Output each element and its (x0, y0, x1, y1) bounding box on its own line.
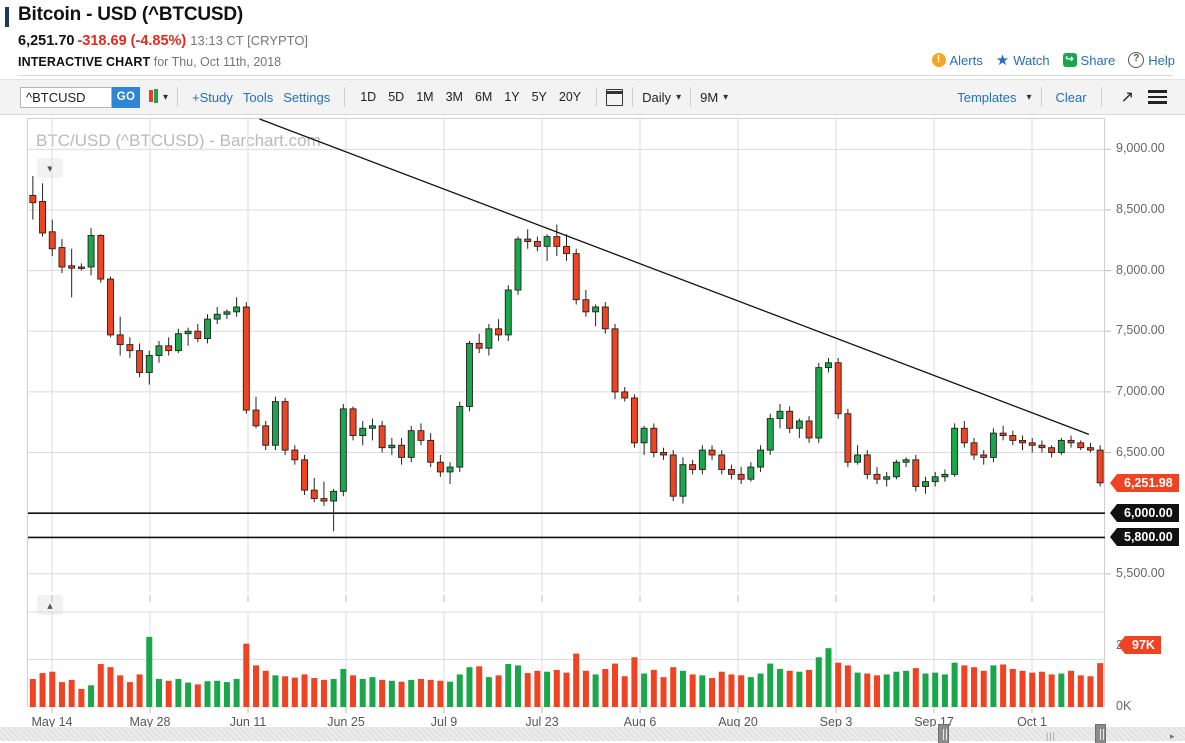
support-line-tag: 5,800.00 (1110, 528, 1179, 547)
chart-type-chevron-down-icon[interactable]: ▾ (163, 91, 169, 103)
last-price: 6,251.70 (18, 33, 75, 49)
help-button[interactable]: ? Help (1128, 52, 1175, 68)
date-axis-tick: May 14 (31, 715, 73, 729)
toolbar-divider (177, 87, 179, 107)
period-selector[interactable]: 9M (700, 89, 719, 105)
interactive-chart-label: INTERACTIVE CHART for Thu, Oct 11th, 201… (18, 55, 281, 69)
watch-label: Watch (1013, 52, 1050, 68)
expand-arrow-icon[interactable]: ↗ (1120, 89, 1134, 106)
templates-button[interactable]: Templates (957, 89, 1017, 105)
interactive-chart-text: INTERACTIVE CHART (18, 55, 151, 69)
date-axis-tick: Jun 11 (229, 715, 267, 729)
price-change: -318.69 (-4.85%) (77, 33, 187, 49)
hamburger-menu-icon[interactable] (1144, 90, 1171, 104)
alerts-button[interactable]: ! Alerts (931, 52, 983, 68)
price-axis-tick: 8,500.00 (1116, 201, 1165, 216)
scrollbar-grip[interactable]: ||| (1046, 731, 1057, 741)
toolbar-divider (1100, 87, 1102, 107)
date-axis-tick: Sep 3 (819, 715, 853, 729)
share-icon: ↪ (1062, 53, 1077, 67)
price-axis-tick: 5,500.00 (1116, 565, 1165, 580)
price-axis-tick: 8,000.00 (1116, 262, 1165, 277)
scroll-handle-right[interactable] (1095, 724, 1106, 743)
date-axis-tick: Jul 23 (525, 715, 559, 729)
scrollbar-right-arrow-icon[interactable]: ▸ (1170, 731, 1175, 741)
quote-summary: 6,251.70 -318.69 (-4.85%) 13:13 CT [CRYPTO… (18, 33, 308, 49)
price-pane-collapse-button[interactable]: ▾ (37, 158, 63, 178)
interval-selector[interactable]: Daily (642, 89, 672, 105)
symbol-input[interactable] (20, 86, 112, 108)
range-5y[interactable]: 5Y (531, 90, 547, 104)
header-actions: ! Alerts ★ Watch ↪ Share ? Help (931, 52, 1175, 68)
period-chevron-down-icon[interactable]: ▾ (723, 91, 729, 103)
candlestick-icon[interactable] (149, 88, 158, 105)
header-accent-bar (5, 7, 9, 27)
range-1d[interactable]: 1D (360, 90, 377, 104)
alert-bell-icon: ! (931, 53, 946, 67)
volume-pane-expand-button[interactable]: ▴ (37, 595, 63, 615)
share-button[interactable]: ↪ Share (1062, 52, 1116, 68)
date-axis-tick: Oct 1 (1017, 715, 1047, 729)
range-6m[interactable]: 6M (474, 90, 493, 104)
add-study-button[interactable]: +Study (192, 89, 233, 105)
star-icon: ★ (995, 51, 1010, 69)
templates-chevron-down-icon[interactable]: ▾ (1026, 91, 1032, 103)
interval-chevron-down-icon[interactable]: ▾ (676, 91, 682, 103)
watch-button[interactable]: ★ Watch (996, 53, 1050, 68)
date-axis-tick: Aug 20 (718, 715, 758, 729)
date-axis-tick: May 28 (129, 715, 171, 729)
scroll-handle-left[interactable] (938, 724, 949, 743)
plot-frame (27, 118, 1105, 707)
last-price-tag: 6,251.98 (1110, 473, 1179, 492)
range-3m[interactable]: 3M (445, 90, 463, 104)
help-question-icon: ? (1128, 52, 1145, 68)
price-axis-tick: 9,000.00 (1116, 141, 1165, 156)
volume-last-tag: 97K (1118, 636, 1161, 655)
date-axis-tick: Jul 9 (430, 715, 458, 729)
chart-canvas[interactable] (0, 114, 1185, 743)
toolbar-divider (344, 87, 346, 107)
price-axis-tick: 7,000.00 (1116, 383, 1165, 398)
chart-area[interactable]: BTC/USD (^BTCUSD) - Barchart.com ▾ ▴ 9,0… (0, 114, 1185, 743)
page-title: Bitcoin - USD (^BTCUSD) (18, 4, 243, 25)
price-axis-tick: 6,500.00 (1116, 444, 1165, 459)
calendar-icon[interactable] (606, 88, 624, 106)
alerts-label: Alerts (949, 52, 983, 68)
support-line-tag: 6,000.00 (1110, 504, 1179, 523)
range-20y[interactable]: 20Y (558, 90, 582, 104)
range-1m[interactable]: 1M (416, 90, 434, 104)
toolbar-divider (596, 87, 598, 107)
date-axis-tick: Aug 6 (623, 715, 657, 729)
tools-button[interactable]: Tools (242, 89, 274, 105)
help-label: Help (1148, 52, 1175, 68)
settings-button[interactable]: Settings (283, 89, 331, 105)
share-label: Share (1080, 52, 1116, 68)
toolbar-divider (690, 87, 692, 107)
quote-date: for Thu, Oct 11th, 2018 (150, 55, 282, 69)
clear-button[interactable]: Clear (1055, 89, 1087, 105)
quote-timestamp: 13:13 CT [CRYPTO] (190, 33, 309, 48)
range-5d[interactable]: 5D (388, 90, 405, 104)
page-header: Bitcoin - USD (^BTCUSD) 6,251.70 -318.69 … (0, 0, 1185, 76)
header-divider (18, 75, 1173, 76)
price-axis-tick: 7,500.00 (1116, 323, 1165, 338)
date-axis-tick: Jun 25 (327, 715, 365, 729)
volume-axis-tick-0k: 0K (1116, 699, 1132, 713)
toolbar-divider (1040, 87, 1042, 107)
date-range-scrollbar[interactable] (0, 727, 1185, 741)
toolbar-divider (632, 87, 634, 107)
range-1y[interactable]: 1Y (504, 90, 520, 104)
go-button[interactable]: GO (112, 86, 140, 108)
chart-toolbar: GO ▾ +Study Tools Settings 1D 5D 1M 3M 6… (0, 79, 1185, 115)
toolbar-right-group: Templates ▾ Clear ↗ (952, 87, 1171, 107)
